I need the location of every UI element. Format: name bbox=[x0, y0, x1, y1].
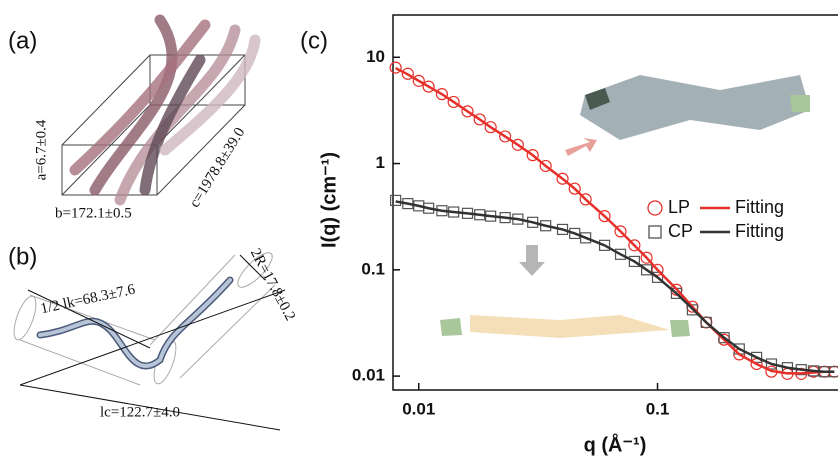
data-point bbox=[614, 225, 627, 238]
data-point bbox=[389, 61, 402, 74]
legend-label: LP bbox=[668, 197, 690, 217]
data-point bbox=[598, 210, 611, 223]
data-point bbox=[422, 80, 435, 93]
data-point bbox=[579, 193, 592, 206]
legend-label: Fitting bbox=[735, 197, 784, 217]
data-point bbox=[751, 351, 763, 363]
legend-label: Fitting bbox=[735, 221, 784, 241]
y-tick-label: 0.01 bbox=[352, 366, 385, 385]
data-point bbox=[412, 74, 425, 87]
data-point bbox=[700, 316, 712, 329]
data-point bbox=[484, 121, 497, 134]
data-point bbox=[461, 105, 474, 118]
data-point bbox=[499, 130, 512, 143]
plot-frame bbox=[392, 14, 838, 391]
y-axis-label: I(q) (cm⁻¹) bbox=[318, 152, 340, 248]
data-point bbox=[568, 182, 581, 195]
dimension-label: a=6.7±0.4 bbox=[33, 119, 49, 180]
arrows bbox=[19, 254, 286, 431]
data-point bbox=[447, 95, 460, 109]
tubes bbox=[69, 14, 261, 206]
data-point bbox=[435, 88, 449, 101]
data-point bbox=[641, 264, 653, 276]
legend-marker bbox=[647, 200, 663, 216]
data-point bbox=[569, 227, 581, 240]
box bbox=[61, 54, 246, 196]
panel-label: (a) bbox=[8, 27, 37, 54]
y-tick-label: 1 bbox=[376, 153, 385, 172]
panel-label: (c) bbox=[300, 27, 328, 54]
dimension-label: lc=122.7±4.0 bbox=[100, 404, 180, 420]
dimension-label: c=1978.8±39.0 bbox=[187, 125, 249, 211]
data-point bbox=[651, 271, 664, 283]
y-tick-label: 10 bbox=[366, 47, 385, 66]
dimension-label: b=172.1±0.5 bbox=[55, 205, 132, 221]
data-point bbox=[526, 149, 539, 162]
legend-marker bbox=[648, 225, 662, 239]
data-point bbox=[511, 138, 524, 151]
x-axis-label: q (Å⁻¹) bbox=[584, 432, 647, 456]
data-point bbox=[598, 239, 611, 251]
x-tick-label: 0.01 bbox=[402, 399, 435, 418]
data-point bbox=[628, 239, 641, 252]
data-point bbox=[539, 159, 552, 173]
y-tick-label: 0.1 bbox=[361, 259, 385, 278]
data-point bbox=[640, 251, 653, 264]
dimension-label: 1/2 lk=68.3±7.6 bbox=[39, 282, 137, 318]
data-point bbox=[401, 67, 414, 80]
data-point bbox=[390, 194, 402, 207]
data-point bbox=[473, 113, 486, 126]
data-point bbox=[614, 248, 627, 260]
data-point bbox=[556, 172, 569, 185]
fit-line bbox=[395, 67, 835, 375]
panel-label: (b) bbox=[8, 243, 37, 270]
data-point bbox=[628, 255, 640, 268]
x-tick-label: 0.1 bbox=[646, 399, 670, 418]
data-point bbox=[718, 332, 730, 344]
data-point bbox=[580, 232, 592, 244]
chain-highlight bbox=[38, 278, 232, 368]
legend-label: CP bbox=[668, 221, 693, 241]
molecule-illustration bbox=[440, 75, 810, 338]
fit-line bbox=[395, 200, 835, 373]
